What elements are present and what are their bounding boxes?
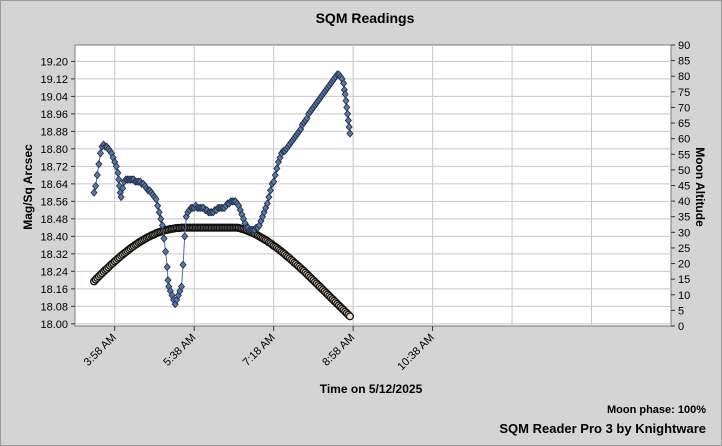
y-tick-label: 18.24 [40,266,68,278]
y-tick-label: 18.72 [40,161,68,173]
y-tick-label: 18.08 [40,301,68,313]
y2-tick-label: 75 [678,87,690,99]
y2-tick-label: 10 [678,290,690,302]
y2-tick-label: 20 [678,259,690,271]
y2-tick-label: 50 [678,165,690,177]
y-tick-label: 18.96 [40,109,68,121]
x-tick-label: 8:58 AM [320,332,357,369]
y-tick-label: 19.20 [40,56,68,68]
y-tick-label: 18.48 [40,214,68,226]
y2-tick-label: 45 [678,181,690,193]
sqm-point [162,247,170,256]
sqm-point [265,192,273,202]
sqm-point [181,232,189,241]
sqm-point [112,162,120,171]
sqm-point [163,262,171,272]
moon-point [345,312,355,321]
x-tick-label: 10:38 AM [395,332,436,373]
sqm-point [270,177,278,186]
y-axis-right: 0 5 10 15 20 25 30 35 40 45 50 55 60 65 70 75 80 85 90 [671,40,690,333]
series-sqm-readings [90,70,354,309]
sqm-point [152,195,160,204]
y2-tick-label: 35 [678,212,690,224]
sqm-point [119,184,127,193]
sqm-point [177,282,186,291]
sqm-point [266,186,275,195]
y-axis-left: 18.00 18.08 18.16 18.24 18.32 18.40 18.48 18.56… [40,56,75,331]
y-tick-label: 18.40 [40,231,68,243]
sqm-point [154,201,162,210]
y2-tick-label: 70 [678,102,690,114]
plot-area [74,44,672,327]
y-axis-label: Mag/Sq Arcsec [21,144,35,230]
moon-phase: Moon phase: 100% [607,404,706,416]
x-axis: 3:58 AM 5:38 AM 7:18 AM 8:58 AM 10:38 AM [82,326,437,373]
y-tick-label: 18.32 [40,249,68,261]
sqm-point [92,181,100,191]
sqm-point [157,214,165,223]
sqm-point [160,234,168,243]
credit: SQM Reader Pro 3 by Knightware [499,421,706,436]
sqm-point [271,170,279,180]
sqm-point [95,160,103,169]
y2-tick-label: 90 [678,40,690,52]
sqm-point [179,260,187,269]
y2-tick-label: 30 [678,227,690,239]
x-tick-label: 3:58 AM [82,332,119,369]
y2-tick-label: 15 [678,274,690,286]
y2-tick-label: 80 [678,71,690,83]
sqm-point [273,164,281,173]
sqm-point [93,170,101,180]
sqm-point [158,221,166,230]
y2-tick-label: 85 [678,56,690,68]
sqm-point [90,188,98,197]
sqm-point [263,199,271,208]
y-tick-label: 18.16 [40,284,68,296]
sqm-point [117,192,125,202]
series-moon-altitude [90,223,355,321]
y2-tick-label: 0 [678,321,684,333]
x-tick-label: 7:18 AM [241,332,278,369]
y-tick-label: 18.56 [40,196,68,208]
sqm-point [96,149,104,158]
x-tick-label: 5:38 AM [161,332,198,369]
y-tick-label: 18.80 [40,144,68,156]
sqm-point [155,208,163,217]
y2-tick-label: 25 [678,243,690,255]
y2-tick-label: 55 [678,149,690,161]
y2-axis-label: Moon Altitude [693,147,707,227]
y2-tick-label: 40 [678,196,690,208]
chart-title: SQM Readings [316,10,415,26]
y2-tick-label: 65 [678,118,690,130]
y2-tick-label: 60 [678,134,690,146]
y-tick-label: 19.04 [40,91,68,103]
y-tick-label: 18.88 [40,126,68,138]
y-tick-label: 18.00 [40,319,68,331]
y-tick-label: 18.64 [40,179,68,191]
x-axis-label: Time on 5/12/2025 [320,382,423,396]
sqm-point [346,129,354,138]
y-tick-label: 19.12 [40,74,68,86]
y2-tick-label: 5 [678,305,684,317]
